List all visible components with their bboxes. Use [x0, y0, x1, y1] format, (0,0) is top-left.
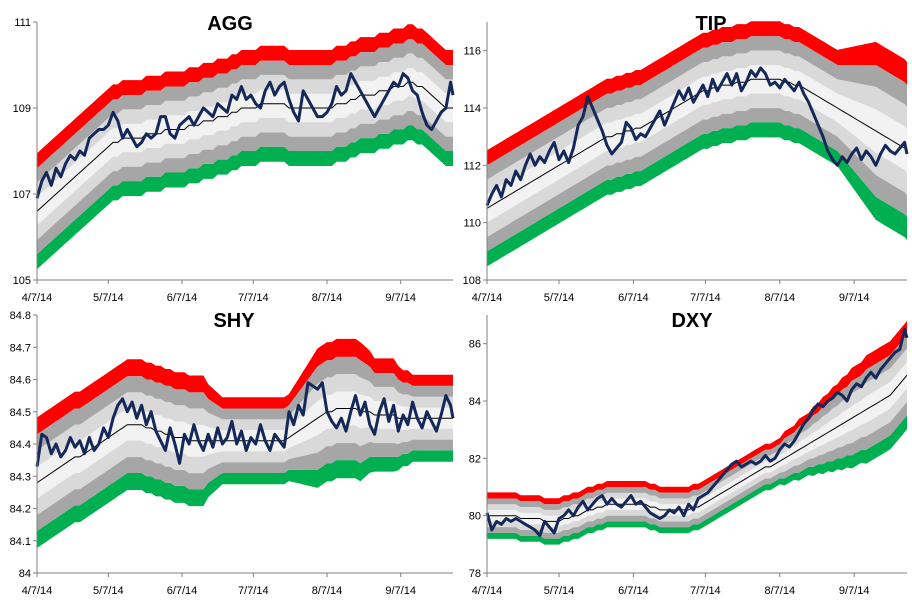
tip-y-tick-label: 114	[463, 103, 481, 115]
shy-y-tick-label: 84.6	[10, 375, 31, 387]
agg-y-tick-label: 109	[13, 103, 31, 115]
dxy-price-line	[485, 327, 909, 538]
dxy-x-tick-label: 8/7/14	[765, 585, 796, 597]
agg-y-tick-label: 111	[14, 17, 31, 29]
tip-x-tick-label: 6/7/14	[618, 292, 649, 304]
tip-x-tick-label: 4/7/14	[472, 292, 503, 304]
shy-price-line	[35, 381, 455, 467]
dxy-chart-title: DXY	[671, 310, 713, 332]
shy-y-tick-label: 84.1	[10, 536, 31, 548]
tip-x-tick-label: 8/7/14	[765, 292, 796, 304]
tip-lower-outer-band	[487, 122, 907, 267]
tip-x-tick-label: 7/7/14	[690, 292, 721, 304]
tip-y-tick-label: 108	[463, 275, 481, 287]
tip-chart-panel: 108 110 112 114 116 4/7/14 5/7/14 6/7/14 7/7/14 8…	[463, 13, 909, 304]
agg-price-line	[35, 72, 455, 199]
shy-y-tick-label: 84.2	[10, 504, 31, 516]
dxy-x-tick-label: 6/7/14	[618, 585, 649, 597]
shy-y-tick-label: 84.5	[10, 407, 31, 419]
agg-average-line	[36, 81, 453, 212]
dxy-y-tick-label: 82	[469, 453, 481, 465]
dxy-chart-panel: 78 80 82 84 86 4/7/14 5/7/14 6/7/14 7/7/14 8/7/14…	[469, 310, 909, 597]
agg-x-tick-label: 9/7/14	[385, 292, 416, 304]
agg-x-tick-label: 4/7/14	[22, 292, 53, 304]
tip-price-line	[485, 66, 909, 207]
tip-upper-outer-band	[487, 21, 907, 166]
shy-y-tick-label: 84.4	[10, 439, 31, 451]
agg-x-tick-label: 8/7/14	[312, 292, 343, 304]
shy-x-tick-label: 6/7/14	[167, 585, 198, 597]
tip-y-tick-label: 110	[463, 218, 481, 230]
shy-chart-panel: 84 84.1 84.2 84.3 84.4 84.5 84.6 84.7 84.8 4/7/14…	[10, 310, 455, 597]
dxy-inner-band	[487, 362, 907, 528]
shy-chart-title: SHY	[213, 310, 255, 332]
dxy-y-tick-label: 78	[469, 568, 481, 580]
shy-x-tick-label: 8/7/14	[312, 585, 343, 597]
dxy-x-tick-label: 7/7/14	[690, 585, 721, 597]
shy-x-tick-label: 4/7/14	[22, 585, 53, 597]
shy-y-tick-label: 84	[19, 568, 31, 580]
agg-chart-panel: 105 107 109 111 4/7/14 5/7/14 6/7/14 7/7/14 8/7/…	[13, 13, 455, 304]
tip-chart-title: TIP	[695, 13, 726, 35]
agg-chart-title: AGG	[207, 13, 253, 35]
agg-x-tick-label: 5/7/14	[93, 292, 124, 304]
tip-x-tick-label: 9/7/14	[839, 292, 870, 304]
agg-lower-outer-band	[37, 125, 453, 270]
agg-x-tick-label: 7/7/14	[238, 292, 269, 304]
dxy-x-tick-label: 5/7/14	[544, 585, 575, 597]
tip-y-tick-label: 116	[463, 46, 481, 58]
agg-inner-band	[37, 68, 453, 226]
agg-x-tick-label: 6/7/14	[167, 292, 198, 304]
shy-y-tick-label: 84.7	[10, 342, 31, 354]
tip-x-tick-label: 5/7/14	[544, 292, 575, 304]
shy-x-tick-label: 5/7/14	[93, 585, 124, 597]
shy-y-tick-label: 84.3	[10, 471, 31, 483]
tip-y-tick-label: 112	[463, 160, 481, 172]
dxy-x-tick-label: 9/7/14	[839, 585, 870, 597]
dxy-x-tick-label: 4/7/14	[472, 585, 503, 597]
dxy-y-tick-label: 84	[469, 396, 481, 408]
agg-y-tick-label: 107	[13, 189, 31, 201]
agg-y-tick-label: 105	[13, 275, 31, 287]
shy-x-tick-label: 9/7/14	[385, 585, 416, 597]
agg-upper-outer-band	[37, 24, 453, 169]
shy-upper-outer-band	[37, 338, 453, 435]
dxy-y-tick-label: 86	[469, 339, 481, 351]
shy-x-tick-label: 7/7/14	[238, 585, 269, 597]
shy-average-line	[36, 408, 453, 484]
dxy-y-tick-label: 80	[469, 511, 481, 523]
shy-lower-outer-band	[37, 450, 453, 548]
shy-y-tick-label: 84.8	[10, 310, 31, 322]
